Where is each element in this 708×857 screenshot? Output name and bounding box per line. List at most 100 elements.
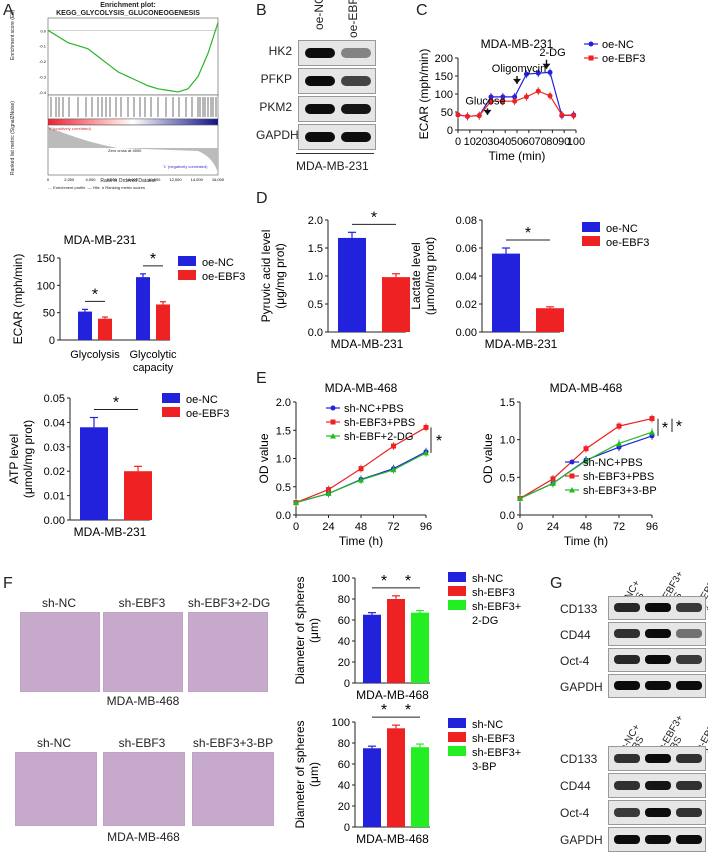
blot-band: [614, 834, 640, 844]
blot-b-header-2: oe-EBF3: [346, 0, 360, 38]
D2-ytick-label: 0.04: [456, 271, 477, 283]
blot-g-row-label: CD133: [560, 602, 598, 616]
chart-f2: 0 20 40 60 80 100 * * MDA-MB-468 Diameter of sphe…: [290, 702, 550, 857]
gsea-legend: — Enrichment profile — Hits ■ Ranking me…: [48, 185, 145, 190]
blot-b-cell-line: MDA-MB-231: [296, 159, 369, 173]
D2-xlabel: MDA-MB-231: [485, 337, 558, 351]
C-ytick-label: 0: [447, 125, 453, 137]
gsea-zero-cross: Zero cross at 4590: [108, 148, 142, 153]
blot-g-strip: [608, 596, 706, 620]
C-xlabel: Time (min): [489, 149, 546, 163]
D1-ytick-label: 1.5: [308, 243, 323, 255]
gsea-rank-tick: 16,000: [212, 177, 225, 182]
gsea-rank-tick: 6,000: [107, 177, 118, 182]
A3-sig-star: *: [113, 395, 119, 412]
D2-ytick-label: 0.08: [456, 215, 477, 227]
E2-ytick-label: 1.5: [500, 397, 515, 409]
A3-ytick-label: 0.02: [44, 466, 65, 478]
F1-sig-star: *: [405, 573, 411, 590]
C-xtick-label: 30: [487, 136, 499, 148]
E1-xtick-label: 48: [355, 521, 367, 533]
gsea-rank-label: Ranked list metric (Signal2Noise): [10, 101, 16, 175]
C-annotation-oligomycin: Oligomycin: [492, 63, 546, 75]
D2-legend-swatch: [582, 236, 600, 246]
F2-legend-swatch: [448, 732, 466, 742]
gsea-rank-tick: 4,000: [85, 177, 96, 182]
blot-band: [614, 603, 640, 612]
gsea-rank-tick: 14,000: [191, 177, 204, 182]
blot-band: [645, 834, 671, 844]
chart-f1-svg: 0 20 40 60 80 100 * * MDA-MB-468 Diameter of sphe…: [293, 572, 521, 702]
chart-a3: 0.00 0.01 0.02 0.03 0.04 0.05 * MDA-MB-231 ATP l…: [0, 370, 250, 545]
A2-sig-star: *: [150, 251, 156, 268]
E2-marker-square: [550, 476, 556, 482]
C-xtick-label: 10: [464, 136, 476, 148]
F2-legend-label: 3-BP: [472, 761, 496, 773]
blot-b-strip: [298, 96, 376, 122]
C-arrow-head: [513, 78, 521, 84]
D1-ytick-label: 0.5: [308, 299, 323, 311]
C-annotation-2dg: 2-DG: [539, 47, 565, 59]
blot-band: [676, 807, 702, 817]
blot-band: [341, 48, 371, 58]
blot-g-row-label: Oct-4: [560, 806, 590, 820]
A2-xtick-label: Glycolytic: [129, 349, 177, 361]
E2-marker-square: [583, 446, 589, 452]
A2-legend-swatch: [178, 256, 196, 266]
blot-g1: sh-NC+PBSsh-EBF3+PBSsh-EBF3+2-DGCD133CD4…: [560, 569, 708, 702]
C-xtick-label: 40: [499, 136, 511, 148]
C-marker-circle: [500, 98, 506, 104]
F1-xlabel: MDA-MB-468: [356, 688, 429, 702]
blot-band: [645, 681, 671, 690]
blot-b-strip: [298, 124, 376, 150]
chart-d1: 0.0 0.5 1.0 1.5 2.0 * MDA-MB-231 Pyruvic acid l…: [256, 209, 421, 360]
photo-label-1-2: sh-EBF3: [118, 596, 166, 610]
D1-ytick-label: 2.0: [308, 215, 323, 227]
gsea-legend-profile: Enrichment profile: [53, 185, 86, 190]
E2-xtick-label: 48: [580, 521, 592, 533]
F1-sig-star: *: [381, 573, 387, 590]
C-xtick-label: 20: [475, 136, 487, 148]
C-ytick-label: 200: [435, 53, 453, 65]
C-marker-circle: [547, 93, 553, 99]
E2-marker-triangle: [649, 429, 655, 435]
A3-ytick-label: 0.05: [44, 393, 65, 405]
A3-legend-label: oe-EBF3: [186, 408, 229, 420]
blot-g-strip: [608, 800, 706, 825]
chart-d1-svg: 0.0 0.5 1.0 1.5 2.0 * MDA-MB-231 Pyruvic acid l…: [259, 209, 410, 351]
C-marker-circle: [547, 69, 553, 75]
E1-marker-triangle: [358, 476, 364, 483]
A2-legend-label: oe-EBF3: [202, 271, 245, 283]
gsea-es-tick: -0.1: [39, 44, 47, 49]
A3-bar: [124, 471, 152, 520]
sphere-photo-2-1: [15, 752, 97, 826]
gsea-rank-tick: 2,000: [64, 177, 75, 182]
A3-ytick-label: 0.04: [44, 417, 65, 429]
E1-xtick-label: 96: [420, 521, 432, 533]
E1-ytick-label: 2.0: [276, 397, 291, 409]
E1-ytick-label: 0.0: [276, 510, 291, 522]
chart-a3-svg: 0.00 0.01 0.02 0.03 0.04 0.05 * MDA-MB-231 ATP l…: [7, 393, 229, 539]
C-ytick-label: 50: [441, 107, 453, 119]
blot-band: [645, 603, 671, 612]
E1-marker-triangle: [390, 466, 397, 473]
F2-legend-swatch: [448, 746, 466, 756]
C-xtick-label: 90: [558, 136, 570, 148]
E2-marker-triangle: [616, 440, 622, 446]
chart-d2-svg: 0.00 0.02 0.04 0.06 0.08 * MDA-MB-231 Lactate l…: [409, 215, 649, 351]
C-marker-circle: [535, 70, 541, 76]
blot-band: [305, 76, 335, 86]
C-marker-circle: [476, 113, 482, 119]
F1-legend-swatch: [448, 586, 466, 596]
blot-g-strip: [608, 773, 706, 798]
blot-band: [614, 681, 640, 690]
A2-ytick-label: 0: [49, 335, 55, 347]
panel-label-f: F: [3, 575, 13, 592]
C-xtick-label: 70: [534, 136, 546, 148]
E1-legend-label: sh-NC+PBS: [344, 403, 404, 415]
F2-ylabel-1: Diameter of spheres: [293, 720, 307, 828]
E2-legend-label: sh-EBF3+PBS: [583, 471, 654, 483]
blot-g-row-label: CD44: [560, 628, 591, 642]
E2-marker-circle: [569, 459, 575, 465]
chart-e1: MDA-MB-468 0.0 0.5 1.0 1.5 2.0 0 24 48 72 96 Time (…: [256, 370, 481, 570]
